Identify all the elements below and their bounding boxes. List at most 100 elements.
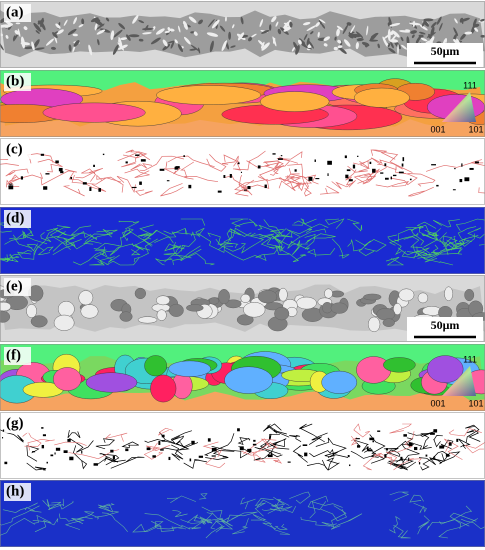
boundary — [172, 241, 184, 266]
particle — [45, 173, 50, 175]
boundary — [218, 228, 241, 250]
scale-bar-text: 50μm — [431, 44, 460, 58]
boundary — [81, 168, 96, 182]
boundary — [418, 457, 445, 466]
boundary — [62, 185, 85, 197]
boundary — [167, 495, 197, 503]
boundary — [424, 241, 469, 263]
particle — [302, 444, 308, 446]
particle — [356, 445, 361, 448]
grain — [85, 372, 138, 393]
boundary — [233, 150, 266, 171]
boundary — [171, 444, 184, 461]
lamella — [411, 34, 415, 39]
micrograph — [0, 70, 485, 137]
particle — [93, 463, 98, 466]
boundary — [240, 497, 256, 510]
panel: (d) — [0, 207, 485, 274]
lamella — [141, 27, 154, 31]
particle — [50, 454, 54, 457]
particle — [400, 456, 403, 461]
particle — [409, 178, 412, 181]
particle — [408, 457, 410, 462]
boundary — [26, 243, 45, 252]
particle — [93, 164, 95, 167]
grain — [150, 374, 177, 403]
boundary — [54, 441, 87, 446]
boundary — [205, 450, 235, 460]
lamella — [207, 19, 215, 28]
lamella — [261, 42, 270, 51]
particle — [429, 432, 435, 435]
lamella — [188, 16, 197, 23]
lamella — [321, 23, 326, 29]
boundary — [49, 500, 74, 510]
boundary — [37, 158, 63, 173]
boundary — [304, 181, 312, 197]
boundary — [94, 503, 119, 518]
boundary — [186, 252, 215, 266]
boundary — [357, 175, 377, 185]
lamella — [50, 46, 57, 50]
boundary — [11, 172, 44, 180]
particle — [146, 447, 151, 451]
particle — [152, 455, 156, 458]
particle — [356, 155, 359, 157]
particle — [459, 178, 463, 183]
boundary — [180, 231, 196, 252]
lamella — [63, 19, 68, 26]
boundary — [432, 451, 451, 465]
boundary — [5, 168, 29, 177]
lamella — [174, 39, 178, 44]
lamella — [390, 31, 394, 36]
lamella — [397, 44, 399, 56]
lamella — [301, 41, 305, 46]
legend-top: 111 — [463, 354, 477, 364]
boundary — [220, 242, 239, 249]
grain — [363, 293, 382, 301]
particle — [229, 173, 232, 178]
particle — [403, 434, 407, 437]
particle — [277, 158, 283, 160]
boundary — [387, 234, 402, 255]
boundary — [26, 462, 47, 471]
lamella — [333, 46, 338, 51]
boundary — [224, 250, 267, 261]
lamella — [0, 41, 4, 51]
particle — [166, 180, 170, 182]
boundary — [254, 498, 274, 517]
boundary — [26, 445, 40, 462]
particle — [252, 443, 257, 446]
boundary — [251, 514, 272, 525]
lamella — [412, 20, 416, 28]
boundary — [319, 185, 340, 195]
boundary — [137, 229, 158, 240]
micrograph — [0, 412, 485, 479]
lamella — [232, 24, 235, 29]
label-box — [4, 278, 31, 296]
lamella — [418, 34, 424, 38]
boundary — [465, 424, 480, 443]
particle — [384, 163, 387, 167]
lamella — [118, 22, 126, 30]
boundary — [389, 515, 401, 534]
ipf-triangle-overlay — [442, 366, 476, 396]
boundary — [431, 244, 441, 255]
boundary — [164, 243, 185, 252]
lamella — [167, 40, 175, 44]
particle — [46, 461, 48, 464]
particle — [294, 169, 297, 172]
lamella — [464, 31, 473, 35]
boundary — [163, 227, 201, 236]
boundary — [160, 183, 184, 197]
lamella — [110, 30, 115, 41]
particle — [372, 440, 375, 443]
boundary — [0, 505, 40, 526]
boundary — [439, 232, 458, 248]
micrograph — [0, 480, 485, 547]
boundary — [326, 457, 340, 471]
lamella — [342, 24, 349, 35]
boundary — [309, 448, 335, 458]
lamella — [37, 19, 45, 25]
lamella — [73, 40, 80, 47]
